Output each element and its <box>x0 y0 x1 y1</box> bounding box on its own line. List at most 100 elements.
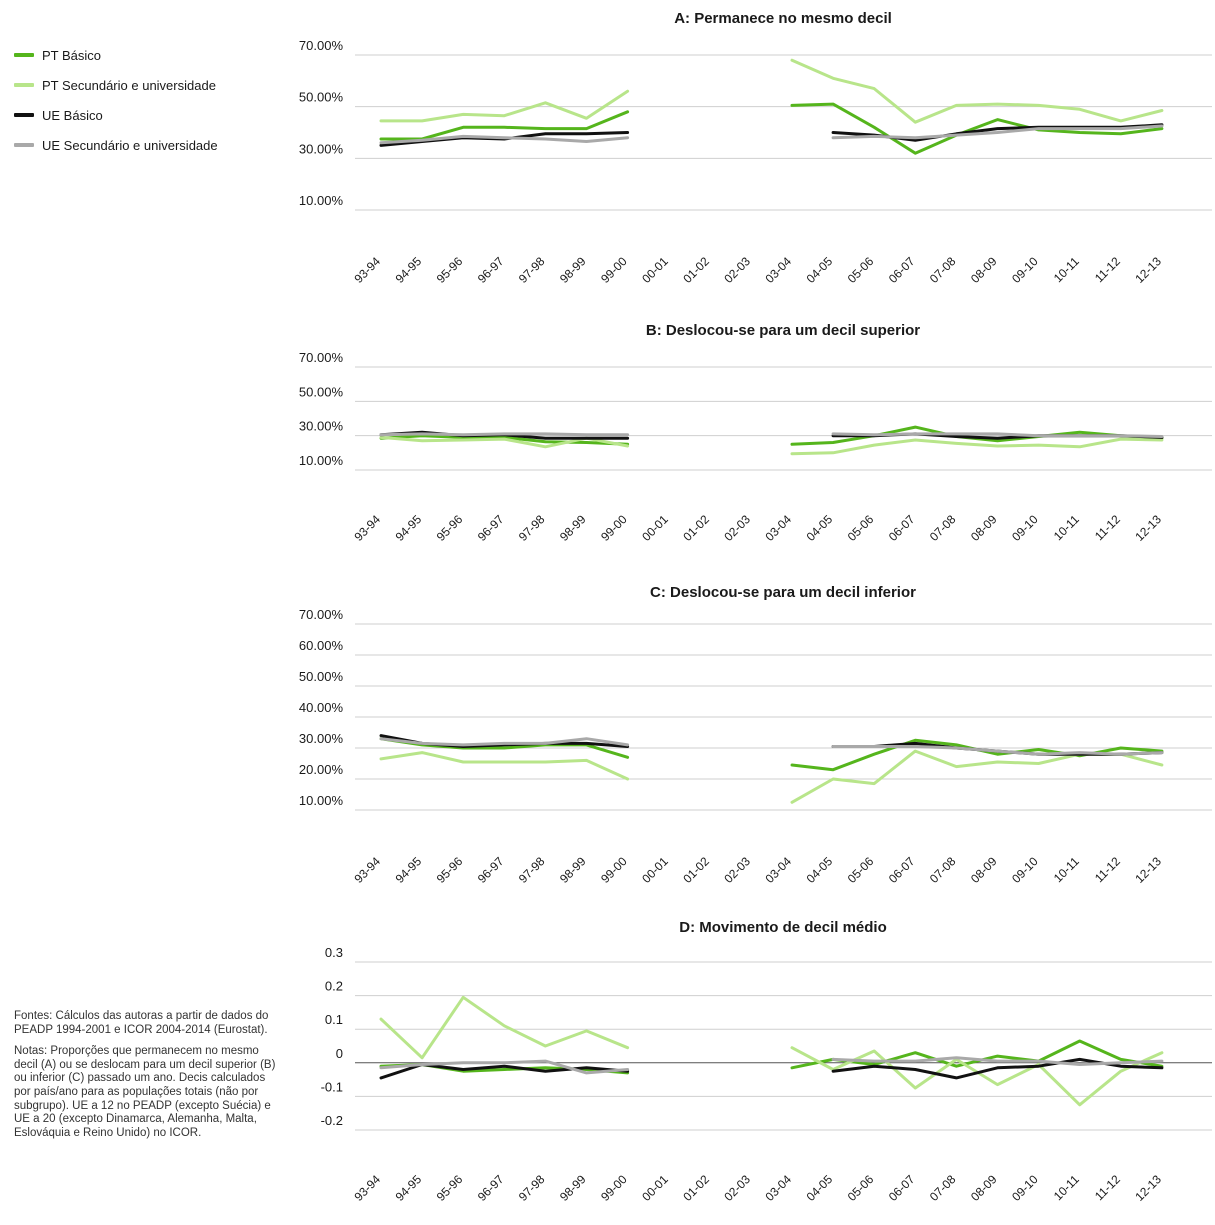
series-line-4 <box>379 432 630 437</box>
y-tick-label: 0.2 <box>325 979 343 994</box>
x-tick-label: 99-00 <box>598 1172 630 1204</box>
x-tick-label: 00-01 <box>639 512 671 544</box>
y-tick-label: 30.00% <box>299 141 344 156</box>
legend-item-ue-secundario: UE Secundário e universidade <box>14 130 274 160</box>
x-tick-label: 05-06 <box>845 854 877 886</box>
x-tick-label: 96-97 <box>475 854 507 886</box>
x-tick-label: 93-94 <box>352 512 384 544</box>
x-tick-label: 05-06 <box>845 1172 877 1204</box>
x-tick-label: 93-94 <box>352 1172 384 1204</box>
y-tick-label: 50.00% <box>299 669 344 684</box>
x-tick-label: 01-02 <box>680 254 712 286</box>
legend-item-ue-basico: UE Básico <box>14 100 274 130</box>
x-tick-label: 99-00 <box>598 512 630 544</box>
y-tick-label: 20.00% <box>299 762 344 777</box>
x-tick-label: 11-12 <box>1092 854 1123 885</box>
x-tick-label: 08-09 <box>968 254 1000 286</box>
chart-title: B: Deslocou-se para um decil superior <box>646 322 920 339</box>
y-tick-label: -0.1 <box>321 1079 343 1094</box>
chart-title: D: Movimento de decil médio <box>679 919 887 936</box>
series-line-1 <box>379 434 630 446</box>
legend-item-pt-basico: PT Básico <box>14 40 274 70</box>
series-line-4 <box>379 737 630 747</box>
series-line-4 <box>831 124 1164 140</box>
legend-swatch <box>14 113 34 117</box>
x-tick-label: 12-13 <box>1132 854 1164 886</box>
series-line-4 <box>831 745 1164 756</box>
x-tick-label: 08-09 <box>968 512 1000 544</box>
x-tick-label: 04-05 <box>804 254 836 286</box>
legend-swatch <box>14 53 34 57</box>
x-tick-label: 06-07 <box>886 854 918 886</box>
series-line-2 <box>379 995 630 1060</box>
y-tick-label: 10.00% <box>299 453 344 468</box>
sources-text: Fontes: Cálculos das autoras a partir de… <box>14 1010 269 1036</box>
x-tick-label: 97-98 <box>516 254 548 286</box>
x-tick-label: 95-96 <box>434 1172 466 1204</box>
x-tick-label: 98-99 <box>557 254 589 286</box>
x-tick-label: 11-12 <box>1092 512 1123 543</box>
x-tick-label: 06-07 <box>886 254 918 286</box>
legend-label: UE Básico <box>42 107 103 123</box>
x-tick-label: 11-12 <box>1092 254 1123 285</box>
x-tick-label: 02-03 <box>721 254 753 286</box>
x-tick-label: 01-02 <box>680 1172 712 1204</box>
series-line-2 <box>379 89 630 123</box>
x-tick-label: 96-97 <box>475 1172 507 1204</box>
x-tick-label: 94-95 <box>393 512 425 544</box>
legend-label: PT Secundário e universidade <box>42 77 216 93</box>
x-tick-label: 02-03 <box>721 854 753 886</box>
x-tick-label: 07-08 <box>927 1172 959 1204</box>
x-tick-label: 07-08 <box>927 854 959 886</box>
series-line-2 <box>790 58 1164 124</box>
x-tick-label: 09-10 <box>1009 1172 1041 1204</box>
y-tick-label: 30.00% <box>299 731 344 746</box>
notes: Fontes: Cálculos das autoras a partir de… <box>14 1010 276 1148</box>
series-line-1 <box>790 102 1164 155</box>
x-tick-label: 02-03 <box>721 512 753 544</box>
x-tick-label: 94-95 <box>393 1172 425 1204</box>
x-tick-label: 99-00 <box>598 254 630 286</box>
series-line-2 <box>790 437 1164 456</box>
x-tick-label: 93-94 <box>352 254 384 286</box>
x-tick-label: 00-01 <box>639 254 671 286</box>
x-tick-label: 98-99 <box>557 854 589 886</box>
y-tick-label: 70.00% <box>299 607 344 622</box>
y-tick-label: 40.00% <box>299 700 344 715</box>
notes-text: Notas: Proporções que permanecem no mesm… <box>14 1045 276 1139</box>
legend-label: UE Secundário e universidade <box>42 137 218 153</box>
x-tick-label: 09-10 <box>1009 254 1041 286</box>
legend-item-pt-secundario: PT Secundário e universidade <box>14 70 274 100</box>
y-tick-label: -0.2 <box>321 1113 343 1128</box>
series-line-2 <box>790 749 1164 804</box>
y-tick-label: 0 <box>336 1046 343 1061</box>
x-tick-label: 08-09 <box>968 854 1000 886</box>
legend-swatch <box>14 143 34 147</box>
x-tick-label: 05-06 <box>845 512 877 544</box>
x-tick-label: 01-02 <box>680 512 712 544</box>
x-tick-label: 96-97 <box>475 254 507 286</box>
x-tick-label: 10-11 <box>1051 1172 1082 1203</box>
legend-swatch <box>14 83 34 87</box>
series-line-1 <box>790 1039 1164 1070</box>
x-tick-label: 04-05 <box>804 1172 836 1204</box>
series-line-2 <box>379 751 630 781</box>
x-tick-label: 93-94 <box>352 854 384 886</box>
chart-title: A: Permanece no mesmo decil <box>674 10 892 27</box>
x-tick-label: 08-09 <box>968 1172 1000 1204</box>
x-tick-label: 04-05 <box>804 512 836 544</box>
y-tick-label: 10.00% <box>299 793 344 808</box>
x-tick-label: 01-02 <box>680 854 712 886</box>
y-tick-label: 50.00% <box>299 384 344 399</box>
x-tick-label: 02-03 <box>721 1172 753 1204</box>
x-tick-label: 03-04 <box>763 1172 795 1204</box>
x-tick-label: 09-10 <box>1009 512 1041 544</box>
x-tick-label: 10-11 <box>1051 254 1082 285</box>
x-tick-label: 09-10 <box>1009 854 1041 886</box>
x-tick-label: 10-11 <box>1051 854 1082 885</box>
x-tick-label: 98-99 <box>557 1172 589 1204</box>
x-tick-label: 07-08 <box>927 254 959 286</box>
chart-title: C: Deslocou-se para um decil inferior <box>650 584 916 601</box>
y-tick-label: 30.00% <box>299 419 344 434</box>
